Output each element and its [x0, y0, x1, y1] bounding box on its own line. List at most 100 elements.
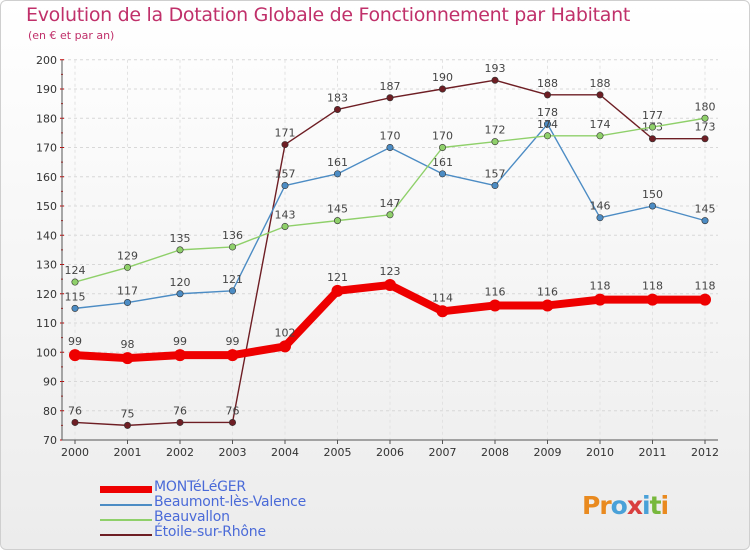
x-tick-label: 2003	[219, 446, 247, 459]
y-tick-label: 170	[36, 142, 57, 155]
x-tick-label: 2000	[61, 446, 89, 459]
data-point	[491, 138, 499, 146]
legend-label: MONTéLéGER	[154, 479, 246, 495]
data-point	[281, 141, 289, 149]
x-tick-label: 2004	[271, 446, 299, 459]
logo-letter: i	[660, 491, 670, 520]
data-label: 76	[226, 404, 240, 417]
data-label: 121	[222, 273, 243, 286]
y-tick-label: 70	[43, 434, 57, 447]
y-tick-label: 190	[36, 83, 57, 96]
data-point	[438, 85, 446, 93]
data-point	[333, 217, 341, 225]
data-point	[333, 170, 341, 178]
x-tick-label: 2009	[534, 446, 562, 459]
data-label: 170	[432, 130, 453, 143]
y-tick-label: 140	[36, 229, 57, 242]
data-point	[174, 349, 186, 362]
data-point	[438, 144, 446, 152]
legend-label: Étoile-sur-Rhône	[154, 524, 266, 540]
y-tick-label: 80	[43, 405, 57, 418]
data-label: 157	[485, 168, 506, 181]
data-point	[701, 114, 709, 122]
data-point	[71, 304, 79, 312]
data-label: 115	[65, 290, 86, 303]
y-tick-label: 90	[43, 376, 57, 389]
data-label: 129	[117, 249, 138, 262]
chart-subtitle: (en € et par an)	[28, 29, 115, 42]
data-label: 121	[327, 271, 348, 284]
data-point	[491, 182, 499, 190]
data-label: 118	[590, 280, 611, 293]
data-label: 143	[275, 208, 296, 221]
data-point	[121, 352, 134, 365]
data-label: 99	[173, 335, 187, 348]
x-tick-label: 2005	[324, 446, 352, 459]
x-tick-label: 2002	[166, 446, 194, 459]
data-label: 135	[170, 232, 191, 245]
data-point	[386, 144, 394, 152]
data-label: 183	[327, 91, 348, 104]
x-tick-label: 2001	[114, 446, 142, 459]
y-tick-label: 150	[36, 200, 57, 213]
data-point	[124, 263, 132, 271]
data-point	[331, 284, 344, 297]
legend-label: Beauvallon	[154, 509, 230, 525]
legend-swatch	[100, 504, 152, 506]
data-label: 116	[485, 285, 506, 298]
data-point	[699, 293, 711, 306]
data-label: 114	[432, 291, 453, 304]
data-label: 180	[695, 100, 716, 113]
data-label: 76	[173, 404, 187, 417]
data-label: 172	[485, 124, 506, 137]
data-point	[279, 340, 291, 353]
y-tick-label: 120	[36, 288, 57, 301]
proxiti-logo: Proxiti	[582, 491, 670, 520]
data-point	[229, 243, 237, 251]
logo-letter: t	[649, 491, 662, 520]
data-point	[226, 349, 239, 362]
data-point	[386, 94, 394, 102]
data-point	[176, 418, 184, 426]
data-label: 98	[121, 338, 135, 351]
data-label: 102	[275, 326, 296, 339]
data-label: 123	[380, 265, 401, 278]
x-tick-label: 2012	[691, 446, 719, 459]
data-point	[491, 76, 499, 84]
legend-swatch	[100, 519, 152, 521]
data-point	[384, 278, 396, 291]
data-point	[438, 170, 446, 178]
data-label: 99	[68, 335, 82, 348]
data-point	[71, 418, 79, 426]
data-label: 188	[590, 77, 611, 90]
data-point	[648, 135, 656, 143]
data-point	[596, 91, 604, 99]
x-tick-label: 2007	[429, 446, 457, 459]
data-point	[69, 349, 81, 362]
data-point	[71, 278, 79, 286]
legend-swatch	[100, 534, 152, 536]
data-label: 174	[537, 118, 558, 131]
y-tick-label: 200	[36, 54, 57, 67]
data-label: 188	[537, 77, 558, 90]
chart-title: Evolution de la Dotation Globale de Fonc…	[26, 4, 631, 26]
data-label: 174	[590, 118, 611, 131]
data-point	[594, 293, 606, 306]
data-point	[489, 299, 501, 312]
data-point	[124, 299, 132, 307]
data-label: 145	[695, 203, 716, 216]
logo-letter: x	[626, 491, 643, 520]
data-label: 170	[380, 130, 401, 143]
data-point	[281, 182, 289, 190]
data-label: 161	[432, 156, 453, 169]
data-point	[229, 418, 237, 426]
data-label: 116	[537, 285, 558, 298]
y-tick-label: 180	[36, 112, 57, 125]
data-point	[646, 293, 659, 306]
x-tick-label: 2008	[481, 446, 509, 459]
data-point	[541, 299, 554, 312]
data-label: 124	[65, 264, 86, 277]
data-point	[281, 222, 289, 230]
